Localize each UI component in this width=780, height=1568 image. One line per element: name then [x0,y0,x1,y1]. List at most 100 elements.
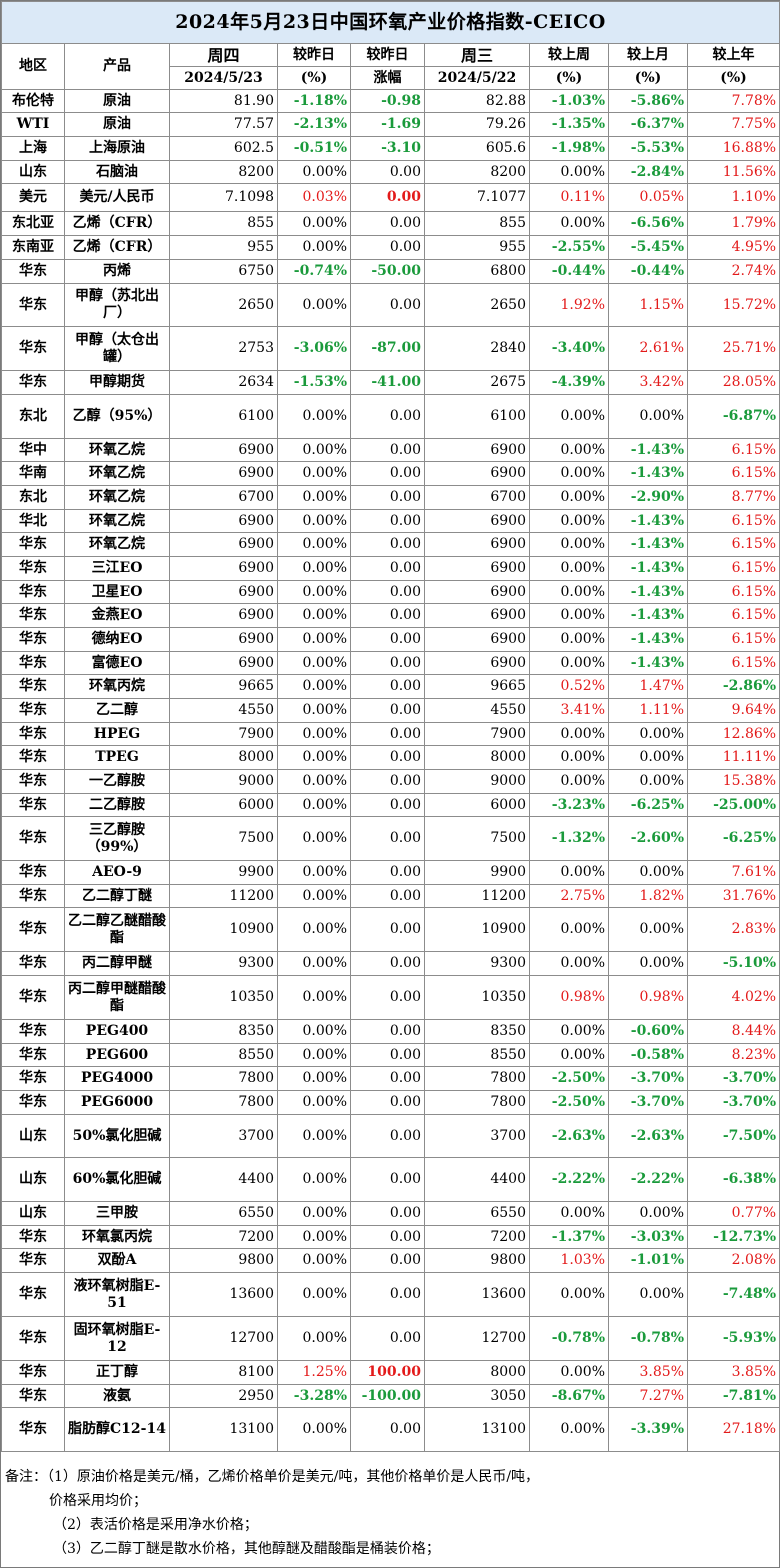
vs-yesterday-amt-cell: 0.00 [350,1066,425,1091]
header-wednesday-date: 2024/5/22 [424,66,530,90]
wednesday-price-cell: 955 [424,235,530,260]
header-thursday-date: 2024/5/23 [169,66,278,90]
region-cell: 华东 [1,556,65,581]
wednesday-price-cell: 11200 [424,884,530,908]
vs-year-cell: 6.15% [686,580,780,604]
vs-month-cell: -2.60% [608,816,688,861]
vs-yesterday-pct-cell: 0.00% [277,698,351,723]
region-cell: 华东 [1,1019,65,1044]
vs-year-cell: 12.86% [686,722,780,746]
vs-week-cell: -2.55% [529,235,609,260]
region-cell: 华东 [1,532,65,557]
vs-week-cell: -1.35% [529,112,609,137]
vs-month-cell: -0.58% [608,1043,688,1067]
header-vs-week-unit: (%) [529,66,609,90]
thursday-price-cell: 7.1098 [169,183,278,212]
table-row: 华东 丙二醇甲醚 9300 0.00% 0.00 9300 0.00% 0.00% -5.10% [1,951,780,976]
vs-week-cell: 0.00% [529,1019,609,1044]
region-cell: 东北 [1,394,65,439]
vs-year-cell: 2.08% [686,1248,780,1273]
wednesday-price-cell: 7900 [424,722,530,746]
notes-section: 备注：（1）原油价格是美元/桶，乙烯价格单价是美元/吨，其他价格单价是人民币/吨… [1,1465,779,1561]
vs-yesterday-amt-cell: 0.00 [350,860,425,885]
vs-week-cell: 0.00% [529,211,609,236]
vs-year-cell: 4.02% [686,975,780,1020]
header-region: 地区 [1,43,65,90]
wednesday-price-cell: 9000 [424,769,530,794]
wednesday-price-cell: 6100 [424,394,530,439]
table-row: 华东 PEG600 8550 0.00% 0.00 8550 0.00% -0.58% 8.23… [1,1043,780,1067]
thursday-price-cell: 2634 [169,370,278,395]
wednesday-price-cell: 9665 [424,674,530,699]
thursday-price-cell: 8100 [169,1360,278,1385]
thursday-price-cell: 7800 [169,1090,278,1115]
vs-yesterday-amt-cell: -50.00 [350,259,425,284]
product-cell: 三江EO [64,556,170,581]
product-cell: 乙醇（95%） [64,394,170,439]
thursday-price-cell: 8550 [169,1043,278,1067]
product-cell: TPEG [64,745,170,770]
wednesday-price-cell: 10350 [424,975,530,1020]
vs-yesterday-amt-cell: -3.10 [350,136,425,161]
table-row: 华东 金燕EO 6900 0.00% 0.00 6900 0.00% -1.43% 6.15% [1,603,780,628]
thursday-price-cell: 8350 [169,1019,278,1044]
vs-yesterday-pct-cell: 0.00% [277,975,351,1020]
table-row: 东北 乙醇（95%） 6100 0.00% 0.00 6100 0.00% 0.00% -6.8… [1,394,780,439]
vs-year-cell: 8.23% [686,1043,780,1067]
vs-yesterday-amt-cell: 0.00 [350,1090,425,1115]
region-cell: 华东 [1,627,65,652]
wednesday-price-cell: 82.88 [424,89,530,113]
thursday-price-cell: 81.90 [169,89,278,113]
wednesday-price-cell: 6800 [424,259,530,284]
table-row: WTI 原油 77.57 -2.13% -1.69 79.26 -1.35% -6.37% 7.… [1,112,780,137]
header-vs-yesterday-pct-unit: (%) [277,66,351,90]
thursday-price-cell: 6900 [169,603,278,628]
region-cell: 华中 [1,438,65,462]
product-cell: 甲醇期货 [64,370,170,395]
thursday-price-cell: 4550 [169,698,278,723]
vs-week-cell: -3.23% [529,793,609,817]
vs-month-cell: 0.00% [608,394,688,439]
vs-year-cell: 6.15% [686,532,780,557]
vs-yesterday-amt-cell: 0.00 [350,485,425,510]
vs-week-cell: 0.00% [529,860,609,885]
vs-yesterday-amt-cell: 0.00 [350,394,425,439]
vs-week-cell: 1.03% [529,1248,609,1273]
product-cell: 原油 [64,89,170,113]
region-cell: 华东 [1,1407,65,1452]
thursday-price-cell: 13100 [169,1407,278,1452]
product-cell: 50%氯化胆碱 [64,1114,170,1158]
vs-month-cell: 0.00% [608,1201,688,1226]
wednesday-price-cell: 7500 [424,816,530,861]
vs-year-cell: -5.93% [686,1316,780,1361]
vs-yesterday-amt-cell: 0.00 [350,556,425,581]
wednesday-price-cell: 4550 [424,698,530,723]
vs-yesterday-pct-cell: -3.28% [277,1384,351,1408]
vs-week-cell: -8.67% [529,1384,609,1408]
vs-yesterday-amt-cell: 0.00 [350,907,425,952]
table-row: 山东 50%氯化胆碱 3700 0.00% 0.00 3700 -2.63% -2.63% -7… [1,1114,780,1158]
vs-week-cell: 0.00% [529,1360,609,1385]
header-vs-week: 较上周 [529,43,609,67]
wednesday-price-cell: 13100 [424,1407,530,1452]
region-cell: 华东 [1,951,65,976]
vs-yesterday-amt-cell: 0.00 [350,745,425,770]
table-row: 华东 一乙醇胺 9000 0.00% 0.00 9000 0.00% 0.00% 15.38% [1,769,780,794]
vs-week-cell: 0.00% [529,1272,609,1317]
vs-yesterday-amt-cell: 0.00 [350,769,425,794]
thursday-price-cell: 8200 [169,160,278,184]
region-cell: 上海 [1,136,65,161]
vs-yesterday-pct-cell: 0.00% [277,1114,351,1158]
region-cell: 布伦特 [1,89,65,113]
table-row: 华东 液环氧树脂E-51 13600 0.00% 0.00 13600 0.00% 0.00%… [1,1272,780,1317]
vs-month-cell: -3.03% [608,1225,688,1249]
wednesday-price-cell: 2650 [424,283,530,327]
vs-week-cell: 0.00% [529,907,609,952]
wednesday-price-cell: 6900 [424,651,530,675]
vs-month-cell: -1.43% [608,556,688,581]
vs-month-cell: 1.15% [608,283,688,327]
table-row: 布伦特 原油 81.90 -1.18% -0.98 82.88 -1.03% -5.86% 7.… [1,89,780,113]
vs-week-cell: 3.41% [529,698,609,723]
note-line-4: （3）乙二醇丁醚是散水价格，其他醇醚及醋酸酯是桶装价格； [53,1541,440,1557]
vs-year-cell: 6.15% [686,651,780,675]
